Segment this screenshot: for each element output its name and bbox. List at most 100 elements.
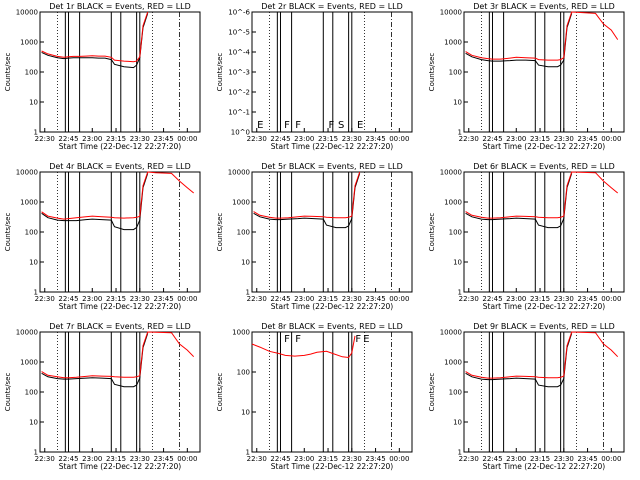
x-tick-label: 23:30	[130, 295, 150, 303]
x-tick-label: 23:15	[106, 135, 126, 143]
plot-frame	[39, 331, 201, 453]
y-tick-label: 1	[458, 289, 462, 297]
x-tick-label: 00:00	[389, 135, 409, 143]
panel-2: Det 2r BLACK = Events, RED = LLD 22:30 22:…	[216, 2, 413, 151]
x-tick-label: 22:30	[35, 135, 55, 143]
x-tick-label: 00:00	[389, 455, 409, 463]
x-tick-label: 23:30	[342, 135, 362, 143]
plot-frame	[463, 171, 625, 293]
x-tick-label: 23:45	[365, 295, 385, 303]
series-events	[465, 173, 573, 229]
x-tick-label: 22:30	[247, 295, 267, 303]
y-tick-label: 100	[237, 229, 250, 237]
x-tick-label: 22:45	[482, 455, 502, 463]
x-tick-label: 23:45	[577, 295, 597, 303]
y-tick-label: 10	[29, 419, 38, 427]
annotation-label: F	[284, 334, 290, 345]
x-tick-label: 00:00	[389, 295, 409, 303]
series-lld	[253, 171, 361, 219]
series-events	[253, 173, 361, 229]
x-tick-label: 23:45	[577, 135, 597, 143]
x-tick-label: 22:30	[247, 135, 267, 143]
series-lld	[465, 171, 619, 219]
y-tick-label: 1000	[20, 359, 38, 367]
x-tick-label: 22:45	[270, 455, 290, 463]
x-tick-label: 23:15	[106, 295, 126, 303]
x-tick-label: 23:30	[342, 295, 362, 303]
x-tick-label: 23:00	[82, 455, 102, 463]
x-axis-label: Start Time (22-Dec-12 22:27:20)	[483, 302, 605, 311]
x-tick-label: 22:45	[482, 135, 502, 143]
y-tick-label: 10000	[16, 329, 38, 337]
y-tick-label: 10^-5	[228, 29, 250, 37]
x-tick-label: 23:45	[153, 135, 173, 143]
x-tick-label: 00:00	[177, 135, 197, 143]
panel-5: Det 5r BLACK = Events, RED = LLD 22:30 22:…	[216, 162, 413, 311]
y-tick-label: 10^-4	[228, 49, 250, 57]
annotation-label: F	[295, 334, 301, 345]
x-tick-label: 22:30	[247, 455, 267, 463]
y-tick-label: 1	[246, 449, 250, 457]
panel-title: Det 1r BLACK = Events, RED = LLD	[49, 2, 191, 11]
x-tick-label: 23:00	[82, 135, 102, 143]
plot-frame	[39, 11, 201, 133]
x-tick-label: 00:00	[601, 135, 621, 143]
y-axis-label: Counts/sec	[428, 373, 436, 412]
x-tick-label: 23:30	[130, 135, 150, 143]
x-tick-label: 23:15	[106, 455, 126, 463]
panel-3: Det 3r BLACK = Events, RED = LLD 22:30 22:…	[428, 2, 625, 151]
x-tick-label: 23:15	[530, 135, 550, 143]
panel-title: Det 7r BLACK = Events, RED = LLD	[49, 322, 191, 331]
series-lld	[41, 171, 195, 220]
x-tick-label: 23:30	[342, 455, 362, 463]
y-axis-label: Counts/sec	[4, 373, 12, 412]
x-tick-label: 23:15	[318, 295, 338, 303]
panel-title: Det 4r BLACK = Events, RED = LLD	[49, 162, 191, 171]
series-lld	[41, 331, 195, 379]
x-tick-label: 23:30	[554, 295, 574, 303]
x-axis-label: Start Time (22-Dec-12 22:27:20)	[483, 142, 605, 151]
x-tick-label: 23:00	[506, 135, 526, 143]
annotation-label: F	[295, 120, 301, 131]
plot-frame	[463, 331, 625, 453]
y-axis-label: Counts/sec	[428, 213, 436, 252]
series-lld	[465, 331, 619, 379]
y-tick-label: 10	[29, 259, 38, 267]
y-axis-label: Counts/sec	[4, 213, 12, 252]
panel-9: Det 9r BLACK = Events, RED = LLD 22:30 22:…	[428, 322, 625, 471]
annotation-label: E	[363, 334, 369, 345]
y-tick-label: 1	[34, 449, 38, 457]
x-tick-label: 23:45	[365, 135, 385, 143]
series-events	[465, 333, 573, 388]
x-axis-label: Start Time (22-Dec-12 22:27:20)	[271, 462, 393, 471]
panel-title: Det 9r BLACK = Events, RED = LLD	[473, 322, 615, 331]
y-tick-label: 1	[458, 449, 462, 457]
x-tick-label: 23:00	[506, 455, 526, 463]
series-lld	[465, 11, 619, 61]
y-tick-label: 100	[449, 229, 462, 237]
y-tick-label: 10000	[228, 169, 250, 177]
x-tick-label: 22:45	[270, 135, 290, 143]
x-tick-label: 00:00	[601, 295, 621, 303]
y-tick-label: 100	[25, 229, 38, 237]
series-lld	[251, 335, 356, 359]
x-tick-label: 23:00	[82, 295, 102, 303]
series-events	[41, 13, 149, 69]
annotation-label: E	[257, 120, 263, 131]
series-lld	[41, 11, 149, 63]
x-tick-label: 23:45	[577, 455, 597, 463]
x-tick-label: 00:00	[601, 455, 621, 463]
panel-6: Det 6r BLACK = Events, RED = LLD 22:30 22:…	[428, 162, 625, 311]
y-tick-label: 1000	[444, 39, 462, 47]
x-tick-label: 22:45	[270, 295, 290, 303]
y-tick-label: 1000	[444, 199, 462, 207]
series-events	[41, 173, 149, 231]
x-tick-label: 22:30	[35, 455, 55, 463]
x-tick-label: 23:00	[506, 295, 526, 303]
x-tick-label: 23:00	[294, 135, 314, 143]
annotation-label: F	[355, 334, 361, 345]
x-tick-label: 23:15	[318, 135, 338, 143]
x-axis-label: Start Time (22-Dec-12 22:27:20)	[59, 462, 181, 471]
plot-frame	[251, 171, 413, 293]
